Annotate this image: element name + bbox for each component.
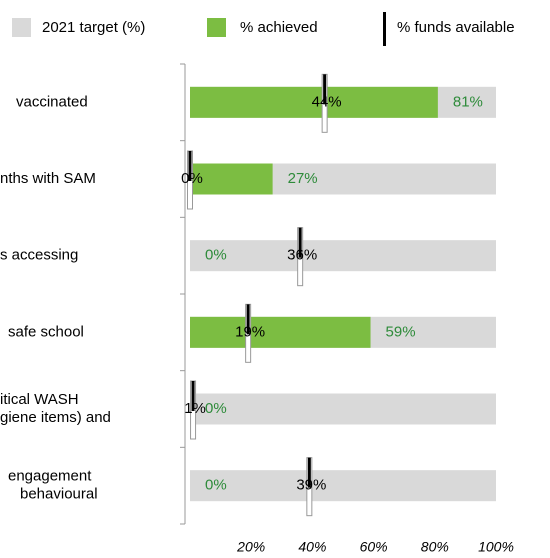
funds-label: 39% bbox=[296, 477, 326, 494]
target-bar bbox=[190, 240, 496, 272]
funds-marker bbox=[323, 74, 327, 105]
x-tick-label: 40% bbox=[298, 539, 326, 555]
achieved-bar bbox=[190, 163, 273, 195]
legend-swatch bbox=[383, 12, 386, 46]
x-tick-label: 80% bbox=[421, 539, 449, 555]
funds-marker bbox=[307, 457, 311, 488]
category-label: nths with SAM bbox=[0, 170, 96, 187]
achieved-bar bbox=[190, 86, 438, 118]
funds-marker bbox=[188, 151, 192, 181]
category-label: giene items) and bbox=[0, 409, 111, 426]
achieved-label: 0% bbox=[205, 247, 227, 264]
x-tick-label: 100% bbox=[478, 539, 514, 555]
legend-swatch bbox=[207, 18, 226, 37]
category-label: safe school bbox=[8, 323, 84, 340]
achieved-label: 81% bbox=[453, 93, 483, 110]
legend-swatch bbox=[12, 18, 31, 37]
funds-label: 36% bbox=[287, 247, 317, 264]
target-bar bbox=[190, 470, 496, 502]
legend-label: 2021 target (%) bbox=[42, 19, 145, 36]
funds-label: 44% bbox=[312, 93, 342, 110]
funds-label: 19% bbox=[235, 323, 265, 340]
legend-label: % funds available bbox=[397, 19, 515, 36]
category-label: engagement bbox=[8, 468, 92, 485]
target-bar bbox=[190, 393, 496, 425]
achieved-label: 0% bbox=[205, 400, 227, 417]
category-label: behavioural bbox=[20, 486, 98, 503]
achieved-label: 0% bbox=[205, 477, 227, 494]
funds-label: 1% bbox=[184, 400, 206, 417]
x-tick-label: 20% bbox=[236, 539, 265, 555]
funds-label: 0% bbox=[181, 170, 203, 187]
category-label: vaccinated bbox=[16, 93, 88, 110]
funds-marker bbox=[298, 227, 302, 258]
achieved-bar bbox=[190, 316, 371, 348]
category-label: itical WASH bbox=[0, 391, 79, 408]
achieved-label: 27% bbox=[288, 170, 318, 187]
category-label: s accessing bbox=[0, 247, 78, 264]
funds-marker bbox=[246, 304, 250, 335]
legend-label: % achieved bbox=[240, 19, 318, 36]
achieved-label: 59% bbox=[386, 323, 416, 340]
funds-marker bbox=[191, 381, 195, 411]
x-tick-label: 60% bbox=[360, 539, 388, 555]
